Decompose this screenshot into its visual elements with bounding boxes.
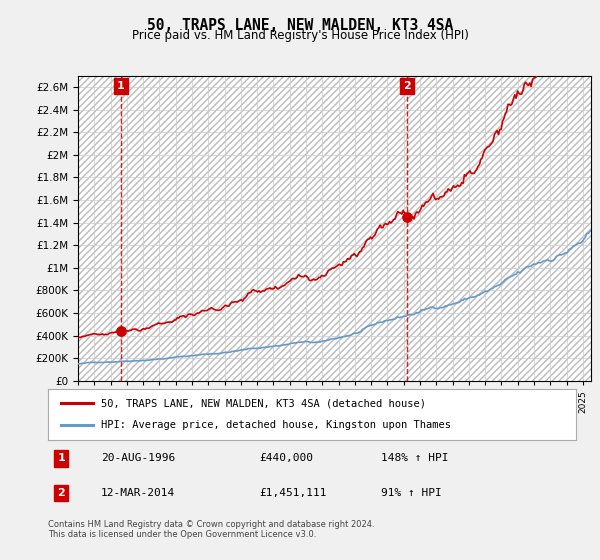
Text: 2: 2	[403, 81, 410, 91]
Text: £440,000: £440,000	[259, 454, 313, 464]
Text: 91% ↑ HPI: 91% ↑ HPI	[380, 488, 442, 498]
Text: £1,451,111: £1,451,111	[259, 488, 327, 498]
Text: 1: 1	[117, 81, 125, 91]
Text: 1: 1	[58, 454, 65, 464]
Text: HPI: Average price, detached house, Kingston upon Thames: HPI: Average price, detached house, King…	[101, 421, 451, 431]
Point	[116, 326, 126, 335]
Text: 20-AUG-1996: 20-AUG-1996	[101, 454, 175, 464]
Text: 2: 2	[58, 488, 65, 498]
Text: 50, TRAPS LANE, NEW MALDEN, KT3 4SA (detached house): 50, TRAPS LANE, NEW MALDEN, KT3 4SA (det…	[101, 398, 426, 408]
Text: 148% ↑ HPI: 148% ↑ HPI	[380, 454, 448, 464]
Text: Price paid vs. HM Land Registry's House Price Index (HPI): Price paid vs. HM Land Registry's House …	[131, 29, 469, 42]
Text: Contains HM Land Registry data © Crown copyright and database right 2024.
This d: Contains HM Land Registry data © Crown c…	[48, 520, 374, 539]
Text: 50, TRAPS LANE, NEW MALDEN, KT3 4SA: 50, TRAPS LANE, NEW MALDEN, KT3 4SA	[147, 18, 453, 33]
Point	[402, 212, 412, 221]
Text: 12-MAR-2014: 12-MAR-2014	[101, 488, 175, 498]
